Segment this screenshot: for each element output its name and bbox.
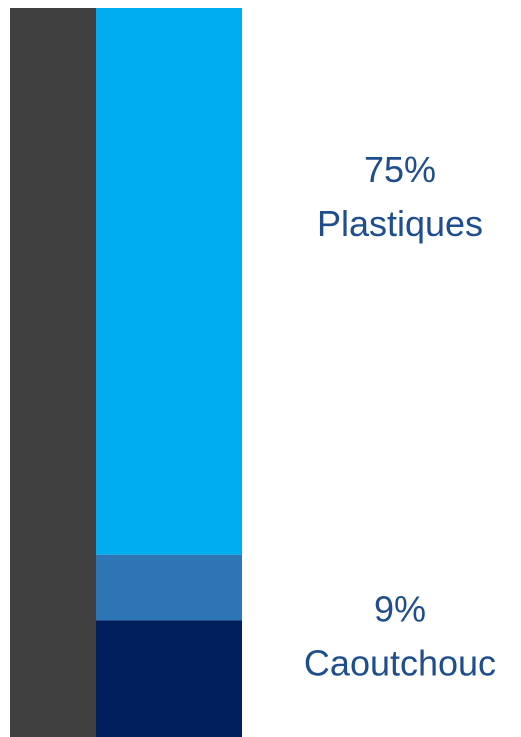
reference-bar bbox=[10, 8, 96, 737]
segment-percent-label: 75% bbox=[364, 149, 436, 190]
bar-segment-plastiques bbox=[96, 8, 242, 555]
bar-segment-other bbox=[96, 620, 242, 737]
segments-group bbox=[96, 8, 242, 737]
labels-group: 75% Plastiques 9% Caoutchouc bbox=[304, 149, 496, 684]
bar-segment-caoutchouc bbox=[96, 554, 242, 621]
segment-percent-label: 9% bbox=[374, 589, 426, 630]
segment-name-label: Plastiques bbox=[317, 203, 483, 244]
segment-name-label: Caoutchouc bbox=[304, 643, 496, 684]
